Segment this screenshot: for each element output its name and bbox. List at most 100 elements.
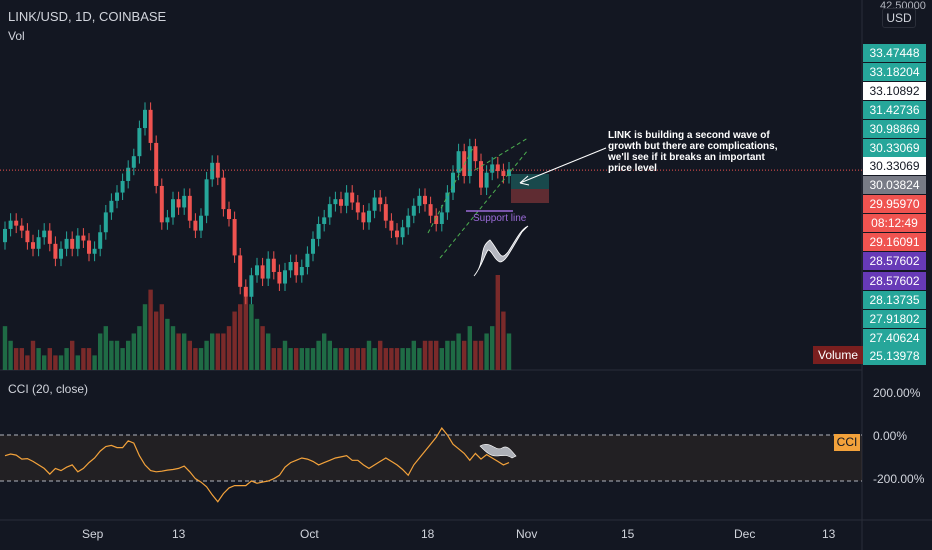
- candle-body: [19, 225, 24, 231]
- volume-bar: [30, 340, 36, 370]
- volume-bar: [47, 348, 52, 370]
- volume-bar: [316, 340, 321, 370]
- annotation-arrow: [519, 147, 607, 184]
- volume-bar: [344, 348, 349, 370]
- volume-badge: Volume: [813, 346, 863, 364]
- volume-bar: [372, 348, 377, 370]
- candle-body: [159, 185, 164, 223]
- volume-bar: [238, 304, 243, 370]
- price-label: 28.57602: [863, 272, 926, 290]
- volume-bar: [36, 348, 41, 370]
- cci-tick-minus-200: -200.00%: [873, 472, 925, 486]
- candle-body: [333, 199, 338, 205]
- volume-bar: [182, 333, 187, 370]
- candle-body: [115, 192, 119, 201]
- candle-body: [400, 227, 405, 238]
- volume-bar: [355, 348, 360, 370]
- candle-body: [428, 204, 433, 216]
- price-label: 29.16091: [863, 233, 926, 251]
- candle-body: [47, 230, 52, 244]
- candle-body: [210, 162, 215, 180]
- cci-tick-0: 0.00%: [873, 429, 908, 443]
- candle-body: [288, 262, 293, 271]
- cci-band: [0, 435, 862, 481]
- cci-title: CCI (20, close): [8, 382, 89, 396]
- candle-body: [484, 172, 489, 188]
- volume-bar: [142, 304, 148, 370]
- candle-body: [182, 195, 187, 208]
- volume-bar: [58, 355, 64, 370]
- candle-body: [221, 177, 226, 210]
- support-line-label: Support line: [473, 213, 527, 224]
- candle-body: [199, 215, 203, 231]
- cci-tick-200: 200.00%: [873, 386, 921, 400]
- candle-body: [193, 220, 198, 231]
- price-label: 33.47448: [863, 44, 926, 62]
- annotation-text[interactable]: LINK is building a second wave of growth…: [608, 130, 778, 174]
- volume-bar: [478, 340, 484, 370]
- volume-bar: [333, 348, 338, 370]
- candle-body: [372, 197, 377, 211]
- volume-bar: [366, 340, 372, 370]
- candle-body: [339, 199, 343, 206]
- symbol-title: LINK/USD, 1D, COINBASE: [8, 9, 167, 24]
- volume-bar: [19, 348, 24, 370]
- volume-bar: [406, 348, 411, 370]
- price-label: 27.91802: [863, 310, 926, 328]
- candle-body: [350, 192, 355, 203]
- volume-bar: [204, 340, 209, 370]
- time-label: Nov: [516, 527, 538, 541]
- volume-bar: [92, 355, 97, 370]
- price-label: 08:12:49: [863, 214, 926, 232]
- price-label: 27.40624: [863, 329, 926, 347]
- candle-body: [255, 265, 259, 276]
- position-loss-zone: [511, 189, 549, 203]
- time-label: 13: [172, 527, 186, 541]
- candle-body: [473, 146, 478, 162]
- volume-bar: [322, 333, 327, 370]
- candle-body: [355, 202, 360, 213]
- volume-bar: [422, 340, 428, 370]
- candle-body: [59, 248, 63, 259]
- channel-upper-line: [439, 149, 529, 259]
- volume-bar: [75, 355, 80, 370]
- volume-bar: [462, 340, 467, 370]
- volume-bar: [467, 326, 472, 370]
- candle-body: [439, 212, 444, 224]
- volume-bar: [42, 355, 47, 370]
- volume-bar: [70, 340, 75, 370]
- volume-bar: [490, 326, 495, 370]
- volume-bar: [350, 348, 355, 370]
- currency-badge[interactable]: USD: [882, 8, 916, 28]
- volume-bar: [394, 348, 400, 370]
- candle-body: [42, 230, 47, 238]
- volume-legend: Vol: [8, 29, 25, 43]
- candle-body: [109, 200, 114, 213]
- channel-lower-line: [427, 147, 474, 234]
- candle-body: [311, 238, 315, 254]
- candle-body: [271, 258, 276, 272]
- volume-bar: [299, 348, 304, 370]
- volume-bar: [193, 348, 198, 370]
- candle-body: [316, 223, 321, 239]
- candle-body: [31, 242, 35, 249]
- volume-bar: [439, 348, 444, 370]
- channel-top-line: [474, 137, 529, 171]
- volume-bar: [109, 340, 114, 370]
- price-label: 29.95970: [863, 195, 926, 213]
- volume-bar: [103, 326, 108, 370]
- price-label: 30.33069: [863, 157, 926, 175]
- candle-body: [143, 109, 147, 129]
- volume-bar: [249, 304, 254, 370]
- volume-bar: [53, 355, 58, 370]
- candle-body: [25, 230, 30, 243]
- price-label: 33.18204: [863, 63, 926, 81]
- volume-bar: [170, 326, 176, 370]
- candle-body: [8, 220, 13, 229]
- volume-bar: [226, 326, 232, 370]
- candle-body: [232, 219, 237, 256]
- candle-body: [283, 270, 287, 284]
- candle-body: [423, 195, 427, 205]
- volume-bar: [215, 333, 220, 370]
